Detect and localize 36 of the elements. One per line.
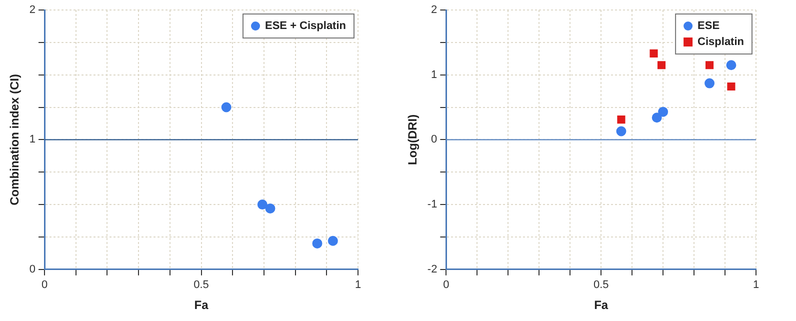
point — [617, 116, 626, 124]
y-tick-label: 0 — [431, 134, 438, 146]
point — [658, 106, 668, 117]
y-tick-label: 1 — [431, 68, 438, 81]
x-tick-label: 0.5 — [194, 279, 209, 292]
point — [704, 78, 715, 88]
point — [328, 236, 338, 246]
legend-label: Cisplatin — [698, 36, 744, 48]
point — [726, 60, 736, 70]
y-tick-label: -1 — [427, 198, 438, 211]
x-tick-label: 0.5 — [593, 279, 609, 292]
x-tick-label: 0 — [41, 279, 48, 292]
point — [652, 112, 662, 123]
y-tick-label: 0 — [29, 263, 36, 276]
x-tick-label: 1 — [354, 279, 362, 292]
point — [705, 61, 714, 70]
legend-label: ESE — [698, 20, 720, 32]
x-tick-label: 0 — [443, 279, 450, 292]
y-axis-title: Log(DRI) — [406, 114, 420, 166]
point — [727, 82, 736, 91]
y-tick-label: -2 — [427, 263, 438, 276]
x-tick-label: 1 — [752, 279, 760, 292]
point — [265, 203, 276, 214]
y-tick-label: 1 — [29, 134, 36, 146]
legend-label: ESE + Cisplatin — [265, 20, 346, 32]
y-tick-label: 2 — [431, 4, 438, 16]
y-axis-title: Combination index (CI) — [8, 74, 22, 206]
x-axis-title: Fa — [594, 298, 608, 312]
point — [616, 126, 626, 136]
point — [650, 49, 658, 58]
x-axis-title: Fa — [194, 298, 209, 312]
point — [657, 61, 666, 70]
point — [257, 200, 268, 210]
point — [221, 102, 232, 112]
point — [312, 238, 322, 248]
y-tick-label: 2 — [29, 4, 36, 16]
